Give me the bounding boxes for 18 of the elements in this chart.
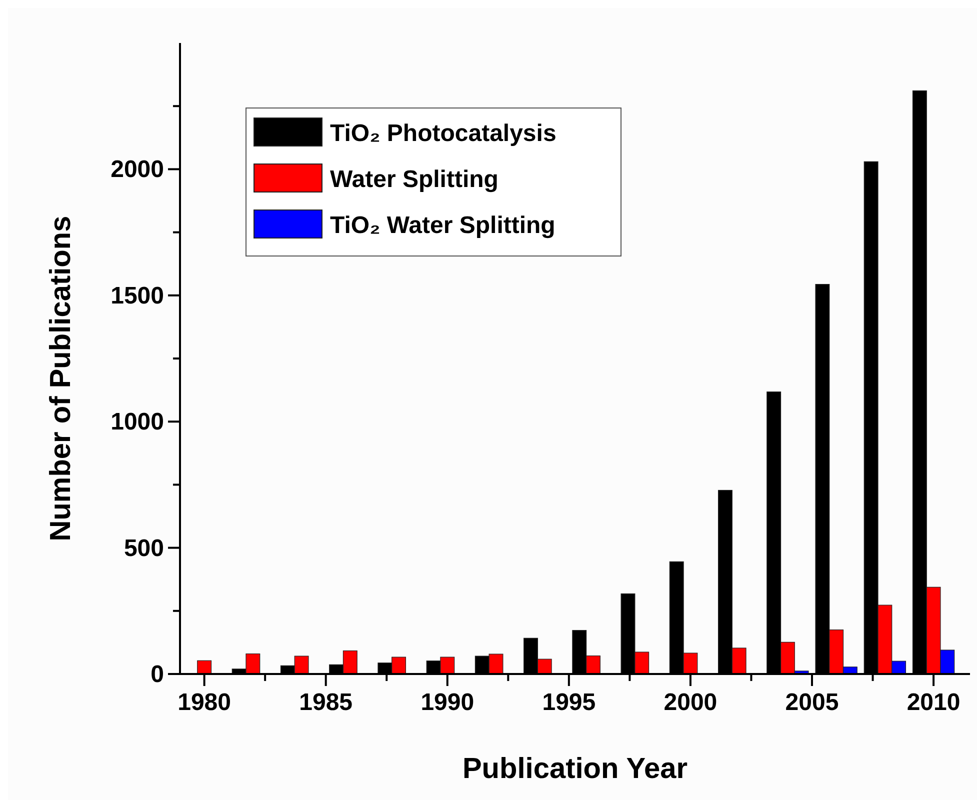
y-axis-title: Number of Publications [45, 216, 77, 542]
x-tick-label: 1990 [420, 689, 474, 716]
legend-label: TiO₂ Photocatalysis [330, 120, 556, 147]
y-tick-label: 0 [150, 661, 164, 688]
x-tick-label: 1985 [299, 689, 353, 716]
y-tick-label: 1000 [110, 408, 164, 436]
y-tick-label: 2000 [110, 156, 164, 184]
x-tick-label: 2000 [664, 689, 718, 716]
x-tick-label: 2010 [906, 689, 960, 716]
bar [197, 660, 212, 674]
x-tick-label: 1980 [178, 689, 232, 716]
legend-label: TiO₂ Water Splitting [330, 212, 556, 239]
y-tick-label: 500 [124, 534, 164, 562]
x-tick-label: 1995 [542, 689, 596, 716]
legend-label: Water Splitting [330, 166, 498, 193]
x-tick-label: 2005 [785, 689, 839, 716]
y-tick-label: 1500 [110, 282, 164, 310]
x-axis-title: Publication Year [462, 753, 688, 785]
